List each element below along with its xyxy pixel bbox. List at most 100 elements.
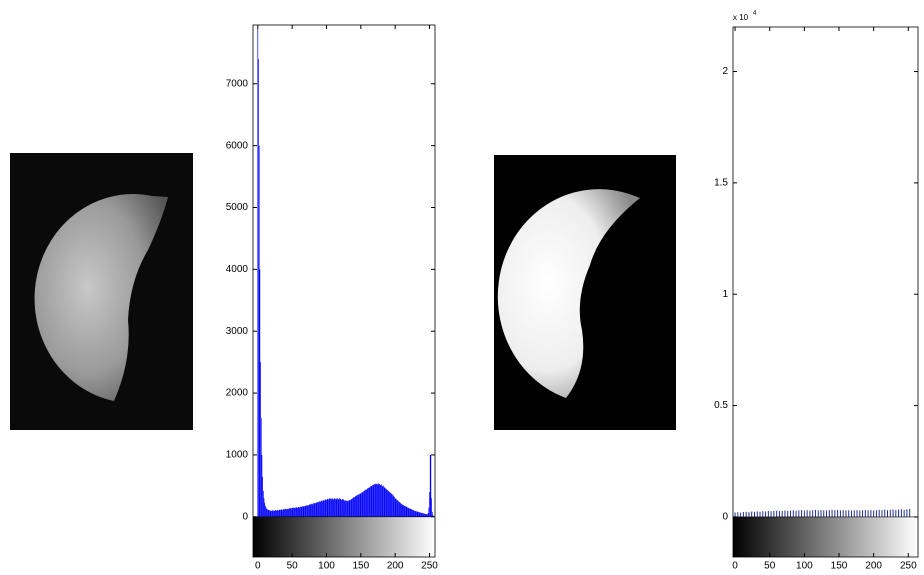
bar xyxy=(392,495,394,517)
bar xyxy=(406,506,408,517)
bar xyxy=(294,508,296,517)
bar xyxy=(374,484,375,517)
bar xyxy=(273,510,274,517)
y-tick-label: 5000 xyxy=(226,202,249,213)
bar xyxy=(304,506,305,517)
bar xyxy=(289,508,291,517)
bar xyxy=(407,507,409,517)
bar xyxy=(308,505,309,517)
bar xyxy=(357,494,359,517)
bar xyxy=(265,507,267,517)
bar xyxy=(305,505,307,517)
bar xyxy=(299,507,301,517)
bar xyxy=(363,491,364,517)
bar xyxy=(273,510,275,517)
bar xyxy=(386,489,388,517)
bar xyxy=(395,498,397,517)
bar xyxy=(379,484,380,517)
bar xyxy=(374,484,376,517)
bar xyxy=(291,508,292,517)
bar xyxy=(399,502,401,517)
bar xyxy=(279,509,281,517)
bar xyxy=(260,362,261,517)
bar xyxy=(317,501,318,517)
bar xyxy=(372,484,374,517)
bar xyxy=(355,495,357,517)
bar xyxy=(282,509,284,517)
bar xyxy=(267,509,269,517)
bar xyxy=(322,500,324,517)
y-tick-label: 1 xyxy=(722,289,728,300)
bar xyxy=(431,511,433,517)
bar xyxy=(280,509,281,517)
bar xyxy=(342,498,344,517)
original-image xyxy=(10,153,193,430)
bar xyxy=(352,498,353,517)
y-tick-label: 2000 xyxy=(226,388,249,399)
bar xyxy=(402,504,404,517)
gray-colorbar xyxy=(253,516,435,557)
bar xyxy=(260,417,262,517)
x-tick-label: 50 xyxy=(764,561,776,572)
bar xyxy=(348,500,350,517)
bar xyxy=(390,492,391,517)
y-tick-label: 4000 xyxy=(226,264,249,275)
bar xyxy=(302,506,304,517)
bar xyxy=(388,491,390,517)
bar xyxy=(354,497,355,517)
y-tick-label: 0 xyxy=(722,512,728,523)
bar xyxy=(324,499,326,517)
bar xyxy=(405,506,406,517)
bar xyxy=(276,510,278,517)
bar xyxy=(367,488,369,517)
bar xyxy=(429,492,430,517)
bar xyxy=(284,508,286,517)
bar xyxy=(423,513,425,517)
bar xyxy=(408,508,410,517)
bar xyxy=(376,484,378,517)
bar xyxy=(340,499,342,517)
bar xyxy=(354,496,356,517)
bar xyxy=(346,501,347,517)
bar xyxy=(393,496,395,517)
bar xyxy=(328,499,329,517)
bar xyxy=(359,493,360,517)
bar xyxy=(368,488,370,517)
bar xyxy=(335,498,336,517)
bar xyxy=(297,507,298,517)
bar xyxy=(379,484,381,517)
bar xyxy=(270,510,272,517)
bar xyxy=(430,454,432,517)
bar xyxy=(361,492,362,517)
bar xyxy=(286,508,288,517)
bar xyxy=(282,509,283,517)
bar xyxy=(276,510,277,517)
bar xyxy=(351,498,353,517)
bar xyxy=(422,513,423,517)
bar xyxy=(302,506,303,517)
bar xyxy=(387,490,388,517)
bar xyxy=(372,485,373,517)
bar xyxy=(350,499,352,517)
bar xyxy=(384,487,386,517)
bar xyxy=(291,507,293,517)
bar xyxy=(314,502,316,517)
bar xyxy=(348,500,349,517)
bar xyxy=(283,509,285,517)
bar xyxy=(380,485,382,517)
bar xyxy=(325,499,327,517)
bar xyxy=(363,490,365,517)
bar xyxy=(306,505,308,517)
bar xyxy=(261,454,263,517)
bar xyxy=(268,509,270,517)
bar xyxy=(287,509,289,517)
y-tick-label: 7000 xyxy=(226,78,249,89)
bar xyxy=(409,508,410,517)
bar xyxy=(288,508,290,517)
bar xyxy=(326,500,327,517)
bar xyxy=(401,503,402,517)
bar xyxy=(369,487,371,517)
bar xyxy=(381,484,382,517)
bar xyxy=(381,485,383,517)
bar xyxy=(343,499,344,517)
